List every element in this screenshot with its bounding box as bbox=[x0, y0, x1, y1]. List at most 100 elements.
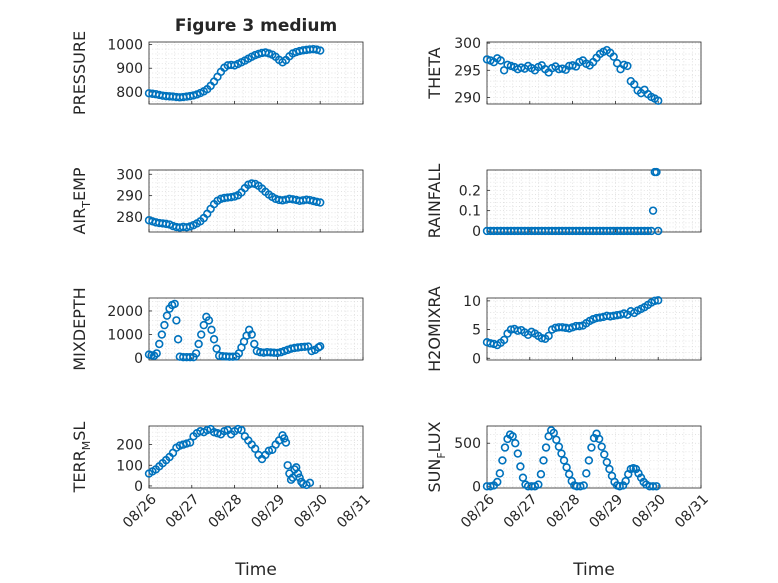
y-tick-label: 0 bbox=[472, 224, 481, 240]
data-point bbox=[557, 449, 566, 458]
x-tick-label: 08/28 bbox=[544, 492, 584, 532]
panel-theta: 290 295 300 THETA bbox=[425, 36, 702, 106]
data-point bbox=[486, 482, 495, 491]
data-point bbox=[575, 321, 584, 331]
x-tick-label: 08/31 bbox=[672, 492, 712, 532]
data-point bbox=[602, 457, 612, 467]
data-point bbox=[212, 344, 221, 353]
data-point bbox=[250, 444, 260, 453]
y-tick-label: 2000 bbox=[107, 304, 143, 320]
data-point bbox=[594, 434, 604, 444]
data-point bbox=[293, 469, 303, 478]
data-point bbox=[191, 349, 201, 358]
data-point bbox=[185, 438, 195, 447]
data-point bbox=[283, 461, 292, 470]
data-point bbox=[286, 475, 296, 484]
x-tick-label: 08/31 bbox=[334, 492, 374, 532]
y-tick-label: 0 bbox=[472, 479, 481, 495]
data-point bbox=[250, 339, 259, 349]
data-point bbox=[653, 96, 663, 105]
data-point bbox=[162, 311, 172, 320]
axes-box bbox=[148, 297, 364, 361]
y-tick-label: 0.2 bbox=[459, 183, 481, 199]
panel-air_temp: 280 290 300 AIRTEMP bbox=[70, 167, 364, 235]
data-point bbox=[621, 476, 630, 486]
data-point bbox=[316, 46, 325, 55]
x-tick-label: 08/29 bbox=[248, 492, 288, 532]
data-point bbox=[209, 335, 219, 344]
y-axis-label: PRESSURE bbox=[70, 31, 89, 115]
data-point bbox=[609, 52, 618, 61]
x-tick-label: 08/30 bbox=[629, 492, 669, 532]
x-tick-label: 08/26 bbox=[120, 491, 160, 531]
y-tick-label: 500 bbox=[454, 436, 481, 452]
data-point bbox=[280, 434, 289, 443]
y-tick-label: 800 bbox=[116, 85, 143, 101]
data-point bbox=[499, 335, 509, 345]
data-point bbox=[160, 320, 169, 330]
axes-box bbox=[148, 41, 364, 105]
data-point bbox=[173, 335, 183, 344]
data-point bbox=[582, 469, 591, 478]
y-tick-label: 290 bbox=[454, 90, 481, 106]
data-point bbox=[194, 339, 203, 349]
y-axis-label: MIXDEPTH bbox=[70, 287, 89, 370]
data-point bbox=[653, 226, 663, 236]
data-point bbox=[652, 167, 661, 177]
x-tick-label: 08/29 bbox=[586, 492, 626, 532]
y-axis-label: SUNFLUX bbox=[425, 421, 448, 492]
x-tick-label: 08/26 bbox=[458, 491, 498, 531]
data-point bbox=[650, 296, 659, 306]
panel-pressure: 800 900 1000 PRESSURE Figure 3 medium bbox=[70, 16, 364, 115]
y-tick-label: 300 bbox=[116, 167, 143, 183]
data-point bbox=[653, 296, 663, 305]
panel-terr_msl: 08/26 08/27 08/28 08/29 08/30 08/31 0 100 200 TER… bbox=[70, 422, 374, 580]
data-point bbox=[300, 342, 309, 351]
axes-box bbox=[148, 169, 364, 233]
data-point bbox=[544, 331, 553, 341]
y-tick-label: 290 bbox=[116, 189, 143, 205]
chart-title: Figure 3 medium bbox=[175, 16, 337, 36]
data-point bbox=[652, 482, 661, 491]
data-point bbox=[170, 299, 179, 309]
data-point bbox=[534, 480, 543, 489]
y-tick-label: 1000 bbox=[107, 37, 143, 53]
data-point bbox=[495, 469, 505, 478]
data-point bbox=[516, 462, 525, 471]
y-axis-label: RAINFALL bbox=[425, 164, 444, 239]
y-tick-label: 0.1 bbox=[459, 204, 481, 220]
data-point bbox=[157, 330, 167, 339]
data-point bbox=[185, 352, 195, 362]
data-point bbox=[648, 206, 658, 215]
x-tick-label: 08/28 bbox=[206, 492, 246, 532]
data-point bbox=[615, 482, 624, 491]
data-point bbox=[630, 80, 639, 89]
axes-box bbox=[486, 425, 702, 489]
data-point bbox=[643, 226, 653, 236]
data-point bbox=[513, 449, 523, 458]
data-point bbox=[508, 432, 517, 441]
data-point bbox=[496, 56, 505, 65]
data-point bbox=[493, 477, 502, 487]
y-axis-label: H2OMIXRA bbox=[425, 286, 444, 372]
data-point bbox=[312, 197, 321, 207]
data-point bbox=[295, 473, 304, 482]
y-tick-label: 300 bbox=[454, 36, 481, 52]
data-point bbox=[155, 339, 164, 349]
data-point bbox=[316, 342, 325, 351]
axes-box bbox=[486, 297, 702, 361]
data-point bbox=[199, 320, 208, 330]
data-point bbox=[600, 450, 609, 459]
axes-box bbox=[148, 425, 364, 489]
data-point bbox=[587, 443, 596, 452]
data-point bbox=[237, 425, 246, 435]
axes-box bbox=[486, 41, 702, 105]
panel-sun_flux: 08/26 08/27 08/28 08/29 08/30 08/31 0 500 SUNFLU… bbox=[425, 421, 712, 580]
data-point bbox=[518, 473, 528, 482]
y-tick-label: 200 bbox=[116, 438, 143, 454]
x-axis-label: Time bbox=[572, 560, 615, 580]
data-point bbox=[552, 435, 561, 444]
panel-h2omixra: 0 5 10 H2OMIXRA bbox=[425, 286, 702, 372]
data-point bbox=[247, 330, 256, 339]
